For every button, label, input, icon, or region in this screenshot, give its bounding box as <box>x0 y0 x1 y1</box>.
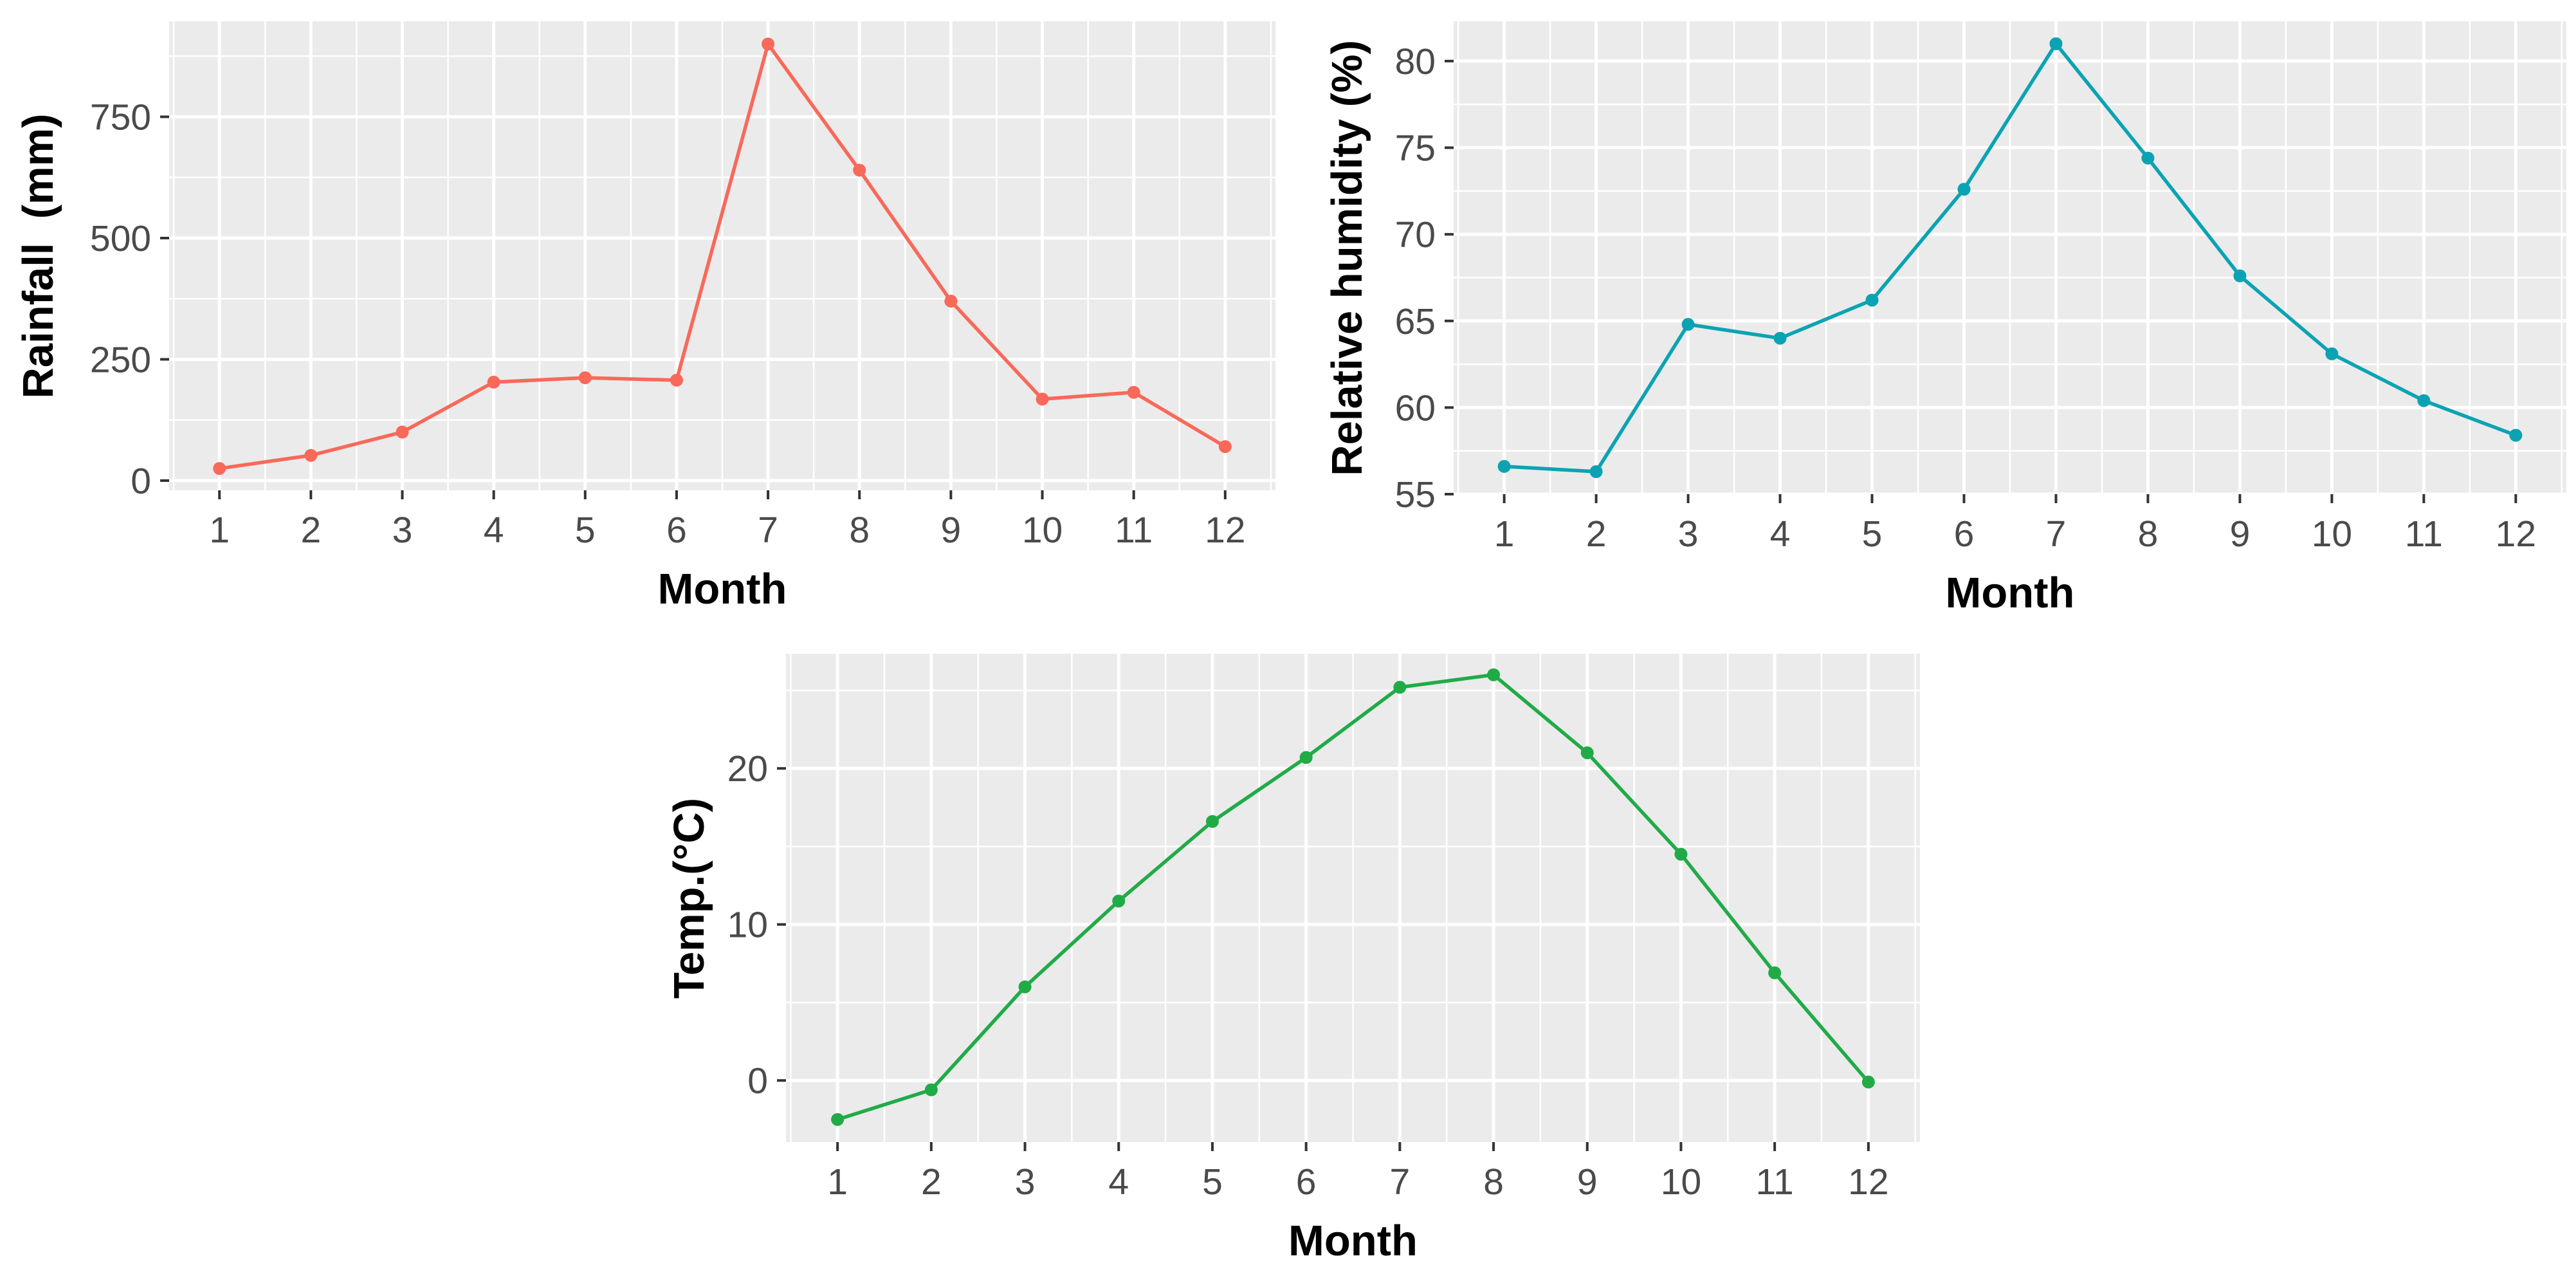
x-tick-label: 11 <box>1756 1161 1794 1203</box>
data-point <box>487 375 500 389</box>
x-tick-label: 6 <box>1954 513 1975 555</box>
x-tick-label: 3 <box>1015 1161 1036 1203</box>
x-tick-label: 11 <box>1115 510 1153 551</box>
data-point <box>670 373 683 387</box>
relative-humidity-chart: 55 60 65 70 75 80 1 2 3 4 5 6 7 8 9 10 11 12 Relative hum… <box>1312 0 2576 634</box>
data-point <box>1674 847 1688 861</box>
x-tick-label: 3 <box>392 510 413 551</box>
x-tick-label: 7 <box>2046 513 2067 555</box>
data-point <box>2049 37 2063 50</box>
data-point <box>578 371 592 385</box>
x-tick-label: 9 <box>1577 1161 1598 1203</box>
x-tick-label: 5 <box>1862 513 1883 555</box>
x-tick-label: 12 <box>1205 510 1245 551</box>
data-point <box>1681 318 1695 331</box>
data-point <box>1589 465 1603 478</box>
x-tick-label: 6 <box>666 510 687 551</box>
data-point <box>831 1113 845 1126</box>
y-tick-label: 250 <box>90 339 151 380</box>
data-point <box>2509 429 2523 442</box>
temperature-chart: 0 10 20 1 2 3 4 5 6 7 8 9 10 11 12 Temp.(°C) Month <box>643 634 1936 1265</box>
y-tick-label: 70 <box>1395 214 1436 255</box>
x-tick-label: 8 <box>1483 1161 1504 1203</box>
data-point <box>944 294 958 308</box>
data-point <box>1112 894 1126 908</box>
y-tick-label: 10 <box>727 905 768 946</box>
x-tick-label: 8 <box>2138 513 2159 555</box>
y-tick-label: 750 <box>90 97 151 138</box>
rainfall-chart: 0 250 500 750 1 2 3 4 5 6 7 8 9 10 11 12 Rainfall (mm) … <box>0 0 1290 634</box>
y-tick-label: 0 <box>131 461 151 502</box>
x-tick-label: 4 <box>1108 1161 1129 1203</box>
x-tick-label: 2 <box>300 510 321 551</box>
x-tick-label: 11 <box>2405 513 2443 555</box>
y-tick-label: 0 <box>747 1060 768 1102</box>
data-point <box>1580 746 1594 759</box>
y-tick-label: 65 <box>1395 301 1436 342</box>
data-point <box>2417 394 2431 407</box>
x-tick-label: 7 <box>758 510 778 551</box>
y-tick-label: 75 <box>1395 128 1436 169</box>
data-point <box>1773 331 1787 345</box>
data-point <box>1497 459 1511 473</box>
x-tick-label: 12 <box>1848 1161 1888 1203</box>
data-point <box>2325 347 2339 360</box>
x-tick-label: 4 <box>1770 513 1791 555</box>
x-tick-label: 2 <box>921 1161 942 1203</box>
data-point <box>304 448 318 462</box>
x-tick-label: 5 <box>575 510 596 551</box>
data-point <box>1861 1075 1875 1089</box>
y-tick-label: 500 <box>90 218 151 259</box>
data-point <box>762 37 775 51</box>
x-tick-label: 9 <box>941 510 962 551</box>
x-tick-label: 12 <box>2496 513 2536 555</box>
x-tick-label: 7 <box>1389 1161 1410 1203</box>
series-line <box>217 42 1227 470</box>
data-point <box>1768 966 1782 979</box>
data-point <box>1218 440 1232 454</box>
data-point <box>924 1083 938 1096</box>
y-tick-label: 60 <box>1395 387 1436 429</box>
x-tick-label: 2 <box>1586 513 1607 555</box>
data-point <box>2141 151 2155 165</box>
data-point <box>853 163 866 177</box>
data-point <box>1393 681 1407 694</box>
data-point <box>1865 293 1879 307</box>
data-point <box>213 462 226 476</box>
x-tick-label: 1 <box>209 510 230 551</box>
data-point <box>1299 751 1313 764</box>
x-tick-label: 10 <box>2312 513 2352 555</box>
x-tick-label: 9 <box>2230 513 2251 555</box>
x-tick-label: 10 <box>1661 1161 1701 1203</box>
x-tick-label: 4 <box>484 510 504 551</box>
data-point <box>1957 183 1971 196</box>
x-tick-label: 1 <box>827 1161 848 1203</box>
data-point <box>1127 385 1140 399</box>
series-line <box>1502 42 2518 474</box>
y-tick-label: 55 <box>1395 474 1436 515</box>
x-tick-label: 8 <box>849 510 870 551</box>
y-tick-label: 20 <box>727 748 768 789</box>
x-tick-label: 10 <box>1022 510 1063 551</box>
x-tick-label: 1 <box>1494 513 1515 555</box>
series-line <box>836 672 1870 1122</box>
data-point <box>396 425 409 439</box>
data-point <box>1036 392 1049 406</box>
x-tick-label: 5 <box>1202 1161 1223 1203</box>
x-tick-label: 3 <box>1678 513 1699 555</box>
x-tick-label: 6 <box>1296 1161 1317 1203</box>
y-tick-label: 80 <box>1395 41 1436 82</box>
data-point <box>1018 980 1032 993</box>
data-point <box>1487 668 1501 681</box>
data-point <box>1205 815 1219 828</box>
data-point <box>2233 269 2247 282</box>
